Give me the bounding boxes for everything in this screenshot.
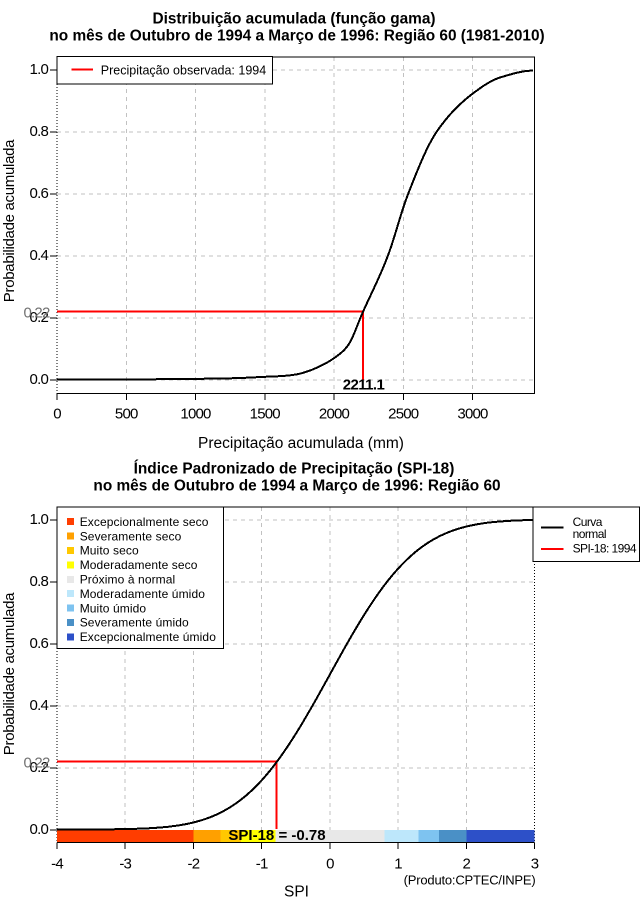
svg-text:0.6: 0.6 (30, 185, 49, 202)
svg-text:-1: -1 (256, 855, 268, 872)
svg-text:Curva: Curva (573, 515, 603, 529)
svg-text:2500: 2500 (388, 405, 419, 422)
svg-text:SPI: SPI (284, 884, 309, 900)
svg-text:0: 0 (326, 855, 334, 872)
svg-text:Distribuição acumulada (função: Distribuição acumulada (função gama) (152, 11, 435, 28)
svg-text:0.2: 0.2 (30, 309, 49, 326)
svg-text:Muito seco: Muito seco (80, 544, 139, 558)
svg-text:-2: -2 (188, 855, 200, 872)
svg-text:3000: 3000 (457, 405, 488, 422)
svg-text:SPI-18 = -0.78: SPI-18 = -0.78 (228, 827, 325, 844)
svg-text:Probabilidade acumulada: Probabilidade acumulada (1, 592, 18, 755)
svg-text:1500: 1500 (250, 405, 281, 422)
svg-text:0.22: 0.22 (24, 304, 50, 321)
svg-text:Excepcionalmente úmido: Excepcionalmente úmido (80, 630, 217, 644)
svg-text:500: 500 (115, 405, 138, 422)
svg-text:Precipitação acumulada (mm): Precipitação acumulada (mm) (198, 435, 404, 452)
svg-text:no mês de Outubro de 1994 a Ma: no mês de Outubro de 1994 a Março de 199… (93, 478, 500, 495)
svg-text:2000: 2000 (319, 405, 350, 422)
svg-text:Precipitação observada: 1994: Precipitação observada: 1994 (101, 63, 266, 77)
svg-text:0.8: 0.8 (30, 123, 49, 140)
svg-text:-4: -4 (51, 855, 63, 872)
svg-text:3: 3 (531, 855, 539, 872)
svg-text:0.0: 0.0 (30, 371, 49, 388)
svg-text:normal: normal (573, 527, 606, 541)
svg-text:1: 1 (394, 855, 402, 872)
svg-text:Severamente seco: Severamente seco (80, 529, 182, 543)
svg-text:-3: -3 (119, 855, 131, 872)
svg-text:Moderadamente úmido: Moderadamente úmido (80, 587, 206, 601)
svg-text:0.0: 0.0 (30, 821, 49, 838)
svg-text:Muito úmido: Muito úmido (80, 601, 147, 615)
svg-text:SPI-18: 1994: SPI-18: 1994 (573, 541, 637, 555)
svg-text:2211.1: 2211.1 (343, 377, 385, 394)
svg-text:Índice Padronizado de Precipit: Índice Padronizado de Precipitação (SPI-… (134, 461, 455, 478)
svg-text:Moderadamente seco: Moderadamente seco (80, 558, 198, 572)
svg-text:Excepcionalmente seco: Excepcionalmente seco (80, 515, 209, 529)
svg-text:no mês de Outubro de 1994 a Ma: no mês de Outubro de 1994 a Março de 199… (49, 28, 544, 45)
svg-text:1.0: 1.0 (30, 511, 49, 528)
svg-text:1000: 1000 (180, 405, 211, 422)
svg-text:Probabilidade acumulada: Probabilidade acumulada (1, 139, 18, 302)
svg-text:Severamente úmido: Severamente úmido (80, 616, 189, 630)
svg-text:Próximo à normal: Próximo à normal (80, 573, 176, 587)
svg-text:0: 0 (53, 405, 61, 422)
svg-text:0.6: 0.6 (30, 635, 49, 652)
svg-text:(Produto:CPTEC/INPE): (Produto:CPTEC/INPE) (404, 873, 536, 888)
svg-text:0.4: 0.4 (30, 697, 49, 714)
svg-text:0.4: 0.4 (30, 247, 49, 264)
svg-text:0.2: 0.2 (30, 759, 49, 776)
svg-text:0.22: 0.22 (24, 754, 50, 771)
svg-text:0.8: 0.8 (30, 573, 49, 590)
svg-text:1.0: 1.0 (30, 61, 49, 78)
svg-text:2: 2 (463, 855, 471, 872)
